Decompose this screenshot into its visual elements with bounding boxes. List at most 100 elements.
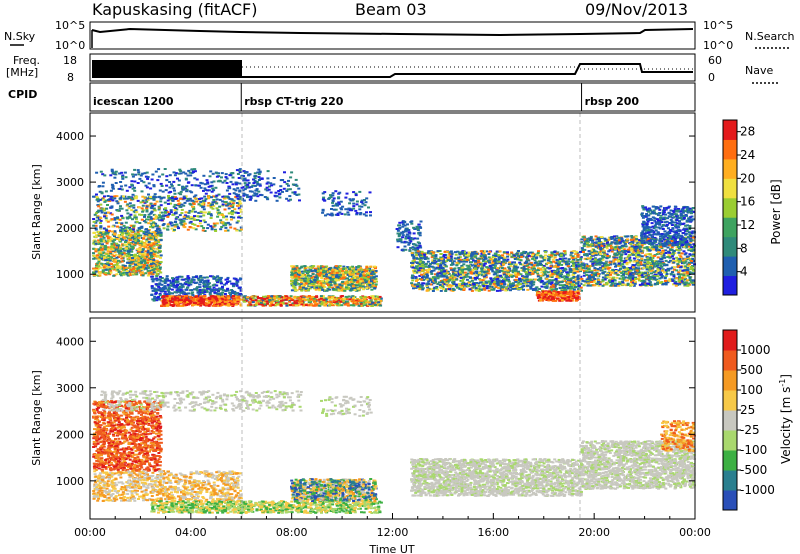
power-echo <box>337 201 341 204</box>
power-echo <box>190 168 194 171</box>
power-echo <box>215 222 219 225</box>
power-echo <box>93 240 97 243</box>
power-echo <box>162 196 166 199</box>
power-echo <box>136 252 140 254</box>
power-echo <box>182 278 186 281</box>
power-echo <box>177 203 181 206</box>
power-echo <box>321 198 325 201</box>
power-echo <box>169 221 173 224</box>
power-echo <box>156 264 160 267</box>
power-echo <box>146 216 150 218</box>
power-echo <box>339 200 343 203</box>
power-echo <box>121 232 125 235</box>
power-echo <box>551 258 555 261</box>
power-echo <box>97 241 101 244</box>
power-echo <box>290 274 294 276</box>
power-echo <box>156 268 160 271</box>
power-echo <box>207 185 211 188</box>
power-echo <box>346 302 350 305</box>
power-echo <box>267 300 271 303</box>
power-echo <box>121 266 125 269</box>
power-echo <box>218 179 222 182</box>
power-echo <box>361 202 365 205</box>
power-echo <box>119 229 122 232</box>
power-echo <box>365 269 369 272</box>
power-echo <box>221 203 225 206</box>
power-echo <box>352 275 356 278</box>
power-echo <box>409 237 413 239</box>
power-echo <box>347 268 351 271</box>
power-echo <box>354 268 358 271</box>
power-echo <box>139 250 143 253</box>
power-echo <box>311 295 315 298</box>
power-echo <box>412 248 415 251</box>
power-echo <box>566 265 570 268</box>
power-echo <box>359 266 363 269</box>
power-echo <box>130 254 133 256</box>
power-echo <box>320 282 324 285</box>
power-echo <box>185 188 189 191</box>
power-echo <box>172 224 176 227</box>
power-echo <box>295 194 299 196</box>
power-echo <box>169 202 173 205</box>
power-echo <box>160 304 164 307</box>
power-echo <box>224 224 228 227</box>
power-echo <box>226 287 230 290</box>
power-echo <box>155 275 159 277</box>
power-echo <box>327 274 331 277</box>
power-echo <box>166 215 170 218</box>
power-echo <box>326 275 330 278</box>
power-echo <box>362 288 365 291</box>
power-echo <box>288 188 292 191</box>
power-echo <box>355 284 359 287</box>
power-echo <box>367 281 371 284</box>
power-echo <box>303 280 307 283</box>
power-echo <box>138 249 142 252</box>
power-echo <box>348 209 352 212</box>
power-echo <box>104 199 108 202</box>
power-echo <box>167 195 171 198</box>
power-echo <box>143 264 146 266</box>
power-echo <box>175 216 179 219</box>
power-echo <box>351 285 355 288</box>
power-echo <box>206 189 210 192</box>
power-echo <box>217 278 221 281</box>
power-echo <box>314 276 318 279</box>
power-echo <box>135 242 139 244</box>
power-echo <box>132 210 136 213</box>
power-echo <box>350 288 354 291</box>
power-echo <box>102 264 106 267</box>
power-echo <box>162 303 166 306</box>
power-echo <box>102 255 106 258</box>
power-echo <box>187 282 191 285</box>
power-echo <box>224 300 228 303</box>
power-echo <box>342 300 346 303</box>
power-echo <box>166 214 170 217</box>
power-echo <box>225 197 229 200</box>
power-echo <box>196 215 200 218</box>
power-echo <box>108 247 112 250</box>
power-echo <box>332 277 336 280</box>
power-echo <box>131 236 135 239</box>
power-echo <box>215 298 219 301</box>
power-echo <box>344 281 348 284</box>
power-echo <box>253 194 257 197</box>
power-echo <box>196 289 200 292</box>
power-echo <box>194 228 198 231</box>
power-echo <box>128 216 132 219</box>
power-echo <box>343 213 347 216</box>
power-echo <box>201 229 205 232</box>
power-echo <box>202 297 206 300</box>
power-echo <box>159 271 163 274</box>
power-echo <box>95 196 99 198</box>
power-echo <box>159 211 163 214</box>
power-echo <box>188 226 192 228</box>
power-echo <box>144 240 148 243</box>
power-echo <box>92 224 96 227</box>
power-echo <box>138 177 142 180</box>
power-echo <box>226 281 229 283</box>
power-echo <box>309 274 313 277</box>
power-echo <box>184 195 188 198</box>
power-echo <box>481 263 485 266</box>
power-echo <box>104 263 108 265</box>
